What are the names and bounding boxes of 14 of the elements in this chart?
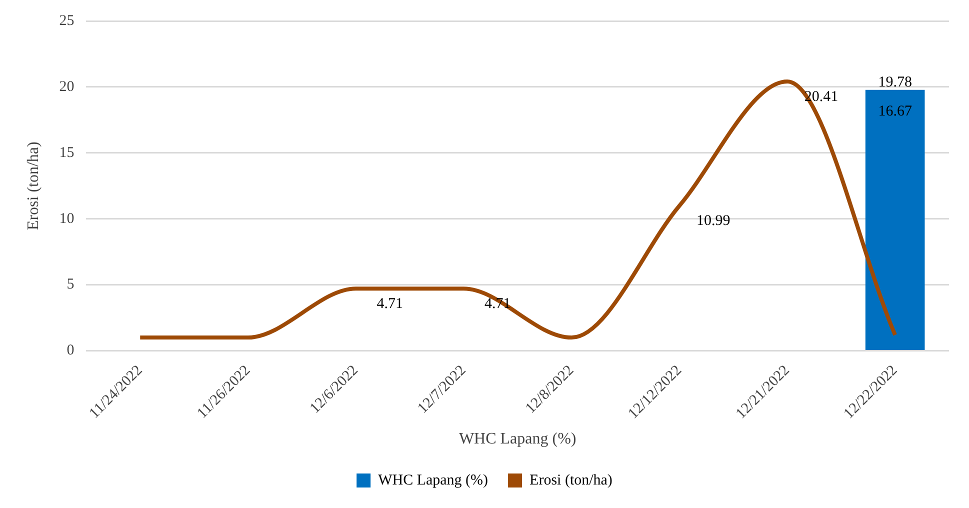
y-axis-title: Erosi (ton/ha)	[24, 142, 42, 230]
y-tick-label: 25	[59, 12, 74, 29]
y-tick-label: 15	[59, 144, 74, 161]
y-tick-label: 0	[66, 342, 74, 359]
annotation: 16.67	[878, 103, 912, 120]
data-label: 4.71	[376, 296, 403, 312]
y-tick-label: 20	[59, 78, 74, 95]
y-tick-label: 10	[59, 210, 74, 227]
y-tick-label: 5	[66, 276, 74, 293]
data-label: 19.78	[878, 74, 912, 90]
x-axis-title: WHC Lapang (%)	[458, 430, 576, 448]
legend-label: WHC Lapang (%)	[378, 472, 488, 488]
legend-label: Erosi (ton/ha)	[530, 472, 612, 488]
data-label: 10.99	[696, 213, 730, 230]
